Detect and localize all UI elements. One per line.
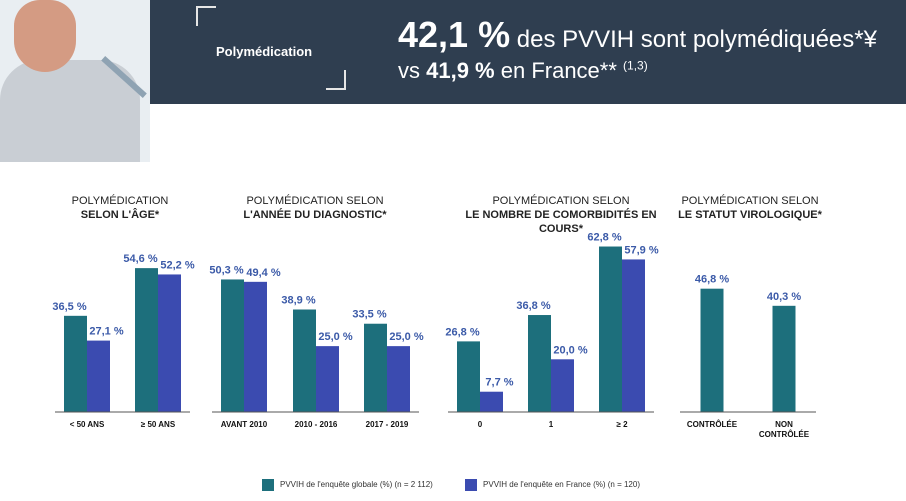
data-label-2-2-0: 62,8 % [587, 232, 621, 244]
header-banner [0, 0, 906, 104]
category-label-2-1: 1 [549, 420, 554, 429]
category-label-3-0: CONTRÔLÉE [687, 420, 738, 429]
category-label-3-1-0: NON [775, 420, 793, 429]
bar-3-1-0 [772, 305, 796, 412]
data-label-0-0-1: 27,1 % [89, 326, 123, 338]
bar-2-0-1 [480, 391, 503, 412]
data-label-3-0-0: 46,8 % [695, 274, 729, 286]
bar-2-0-0 [457, 341, 480, 412]
bar-0-0-0 [64, 315, 87, 412]
bar-0-1-1 [158, 274, 181, 412]
bar-2-1-1 [551, 359, 574, 412]
panel-title-line-2: LE NOMBRE DE COMORBIDITÉS EN COURS* [465, 209, 657, 235]
data-label-2-2-1: 57,9 % [624, 244, 658, 256]
bar-2-1-0 [528, 315, 551, 412]
category-label-1-2: 2017 - 2019 [366, 420, 409, 429]
panel-title-line-1: POLYMÉDICATION SELON [681, 195, 819, 207]
bar-1-2-1 [387, 346, 410, 412]
panel-title-viral-status: POLYMÉDICATION SELON LE STATUT VIROLOGIQ… [650, 194, 850, 222]
data-label-1-2-0: 33,5 % [352, 309, 386, 321]
category-label-3-1-1: CONTRÔLÉE [759, 430, 810, 439]
data-label-1-0-1: 49,4 % [246, 267, 280, 279]
data-label-2-0-0: 26,8 % [445, 326, 479, 338]
headline-reference: (1,3) [623, 58, 648, 73]
category-label-0-0: < 50 ANS [70, 420, 105, 429]
headline-line-2-text: en France** [494, 58, 624, 83]
category-label-1-0: AVANT 2010 [221, 420, 268, 429]
speaker-face [14, 0, 76, 72]
data-label-1-2-1: 25,0 % [389, 331, 423, 343]
legend-item-global: PVVIH de l'enquête globale (%) (n = 2 11… [262, 479, 433, 491]
legend-swatch-global [262, 479, 274, 491]
panel-title-line-1: POLYMÉDICATION [71, 195, 169, 207]
section-label: Polymédication [216, 44, 313, 59]
bar-3-0-0 [700, 288, 724, 412]
legend: PVVIH de l'enquête globale (%) (n = 2 11… [262, 479, 670, 493]
bar-1-1-1 [316, 346, 339, 412]
data-label-1-1-0: 38,9 % [281, 294, 315, 306]
headline-big-value: 42,1 % [398, 14, 511, 55]
panel-title-age: POLYMÉDICATION SELON L'ÂGE* [20, 194, 220, 222]
legend-swatch-france [465, 479, 478, 491]
panel-title-line-2: L'ANNÉE DU DIAGNOSTIC* [243, 209, 387, 221]
speaker-shirt [0, 60, 140, 162]
headline-line-1-text: des PVVIH sont polymédiquées*¥ [510, 26, 877, 53]
headline-line-2: vs 41,9 % en France** (1,3) [398, 58, 648, 84]
bar-1-1-0 [293, 309, 316, 412]
data-label-0-1-0: 54,6 % [123, 253, 157, 265]
category-label-2-2: ≥ 2 [616, 420, 628, 429]
data-label-2-1-0: 36,8 % [516, 300, 550, 312]
legend-item-france: PVVIH de l'enquête en France (%) (n = 12… [465, 479, 640, 491]
data-label-2-0-1: 7,7 % [485, 377, 513, 389]
bar-0-1-0 [135, 268, 158, 412]
panel-title-diagnostic-year: POLYMÉDICATION SELON L'ANNÉE DU DIAGNOST… [215, 194, 415, 222]
corner-bracket-top-left [196, 6, 216, 26]
bar-1-0-1 [244, 281, 267, 412]
category-label-0-1: ≥ 50 ANS [141, 420, 176, 429]
speaker-video-thumbnail [0, 0, 150, 162]
panel-title-line-1: POLYMÉDICATION SELON [246, 195, 384, 207]
data-label-3-1-0: 40,3 % [767, 291, 801, 303]
legend-label-france: PVVIH de l'enquête en France (%) (n = 12… [483, 480, 640, 490]
panel-title-line-1: POLYMÉDICATION SELON [492, 195, 630, 207]
panel-title-line-2: SELON L'ÂGE* [80, 209, 160, 221]
headline-line-1: 42,1 % des PVVIH sont polymédiquées*¥ [398, 14, 877, 56]
bar-1-0-0 [221, 279, 244, 412]
category-label-2-0: 0 [478, 420, 483, 429]
panel-title-line-2: LE STATUT VIROLOGIQUE* [678, 209, 822, 221]
headline-france-value: 41,9 % [426, 58, 495, 83]
bar-2-2-1 [622, 259, 645, 412]
headline-line-2-prefix: vs [398, 58, 427, 83]
legend-label-global: PVVIH de l'enquête globale (%) (n = 2 11… [280, 480, 433, 490]
data-label-0-1-1: 52,2 % [160, 259, 194, 271]
category-label-1-1: 2010 - 2016 [295, 420, 338, 429]
bar-2-2-0 [599, 246, 622, 412]
bar-0-0-1 [87, 340, 110, 412]
panel-title-comorbidities: POLYMÉDICATION SELON LE NOMBRE DE COMORB… [448, 194, 674, 236]
data-label-1-0-0: 50,3 % [209, 264, 243, 276]
data-label-1-1-1: 25,0 % [318, 331, 352, 343]
data-label-2-1-1: 20,0 % [553, 344, 587, 356]
bar-1-2-0 [364, 323, 387, 412]
corner-bracket-bottom-right [326, 70, 346, 90]
data-label-0-0-0: 36,5 % [52, 301, 86, 313]
